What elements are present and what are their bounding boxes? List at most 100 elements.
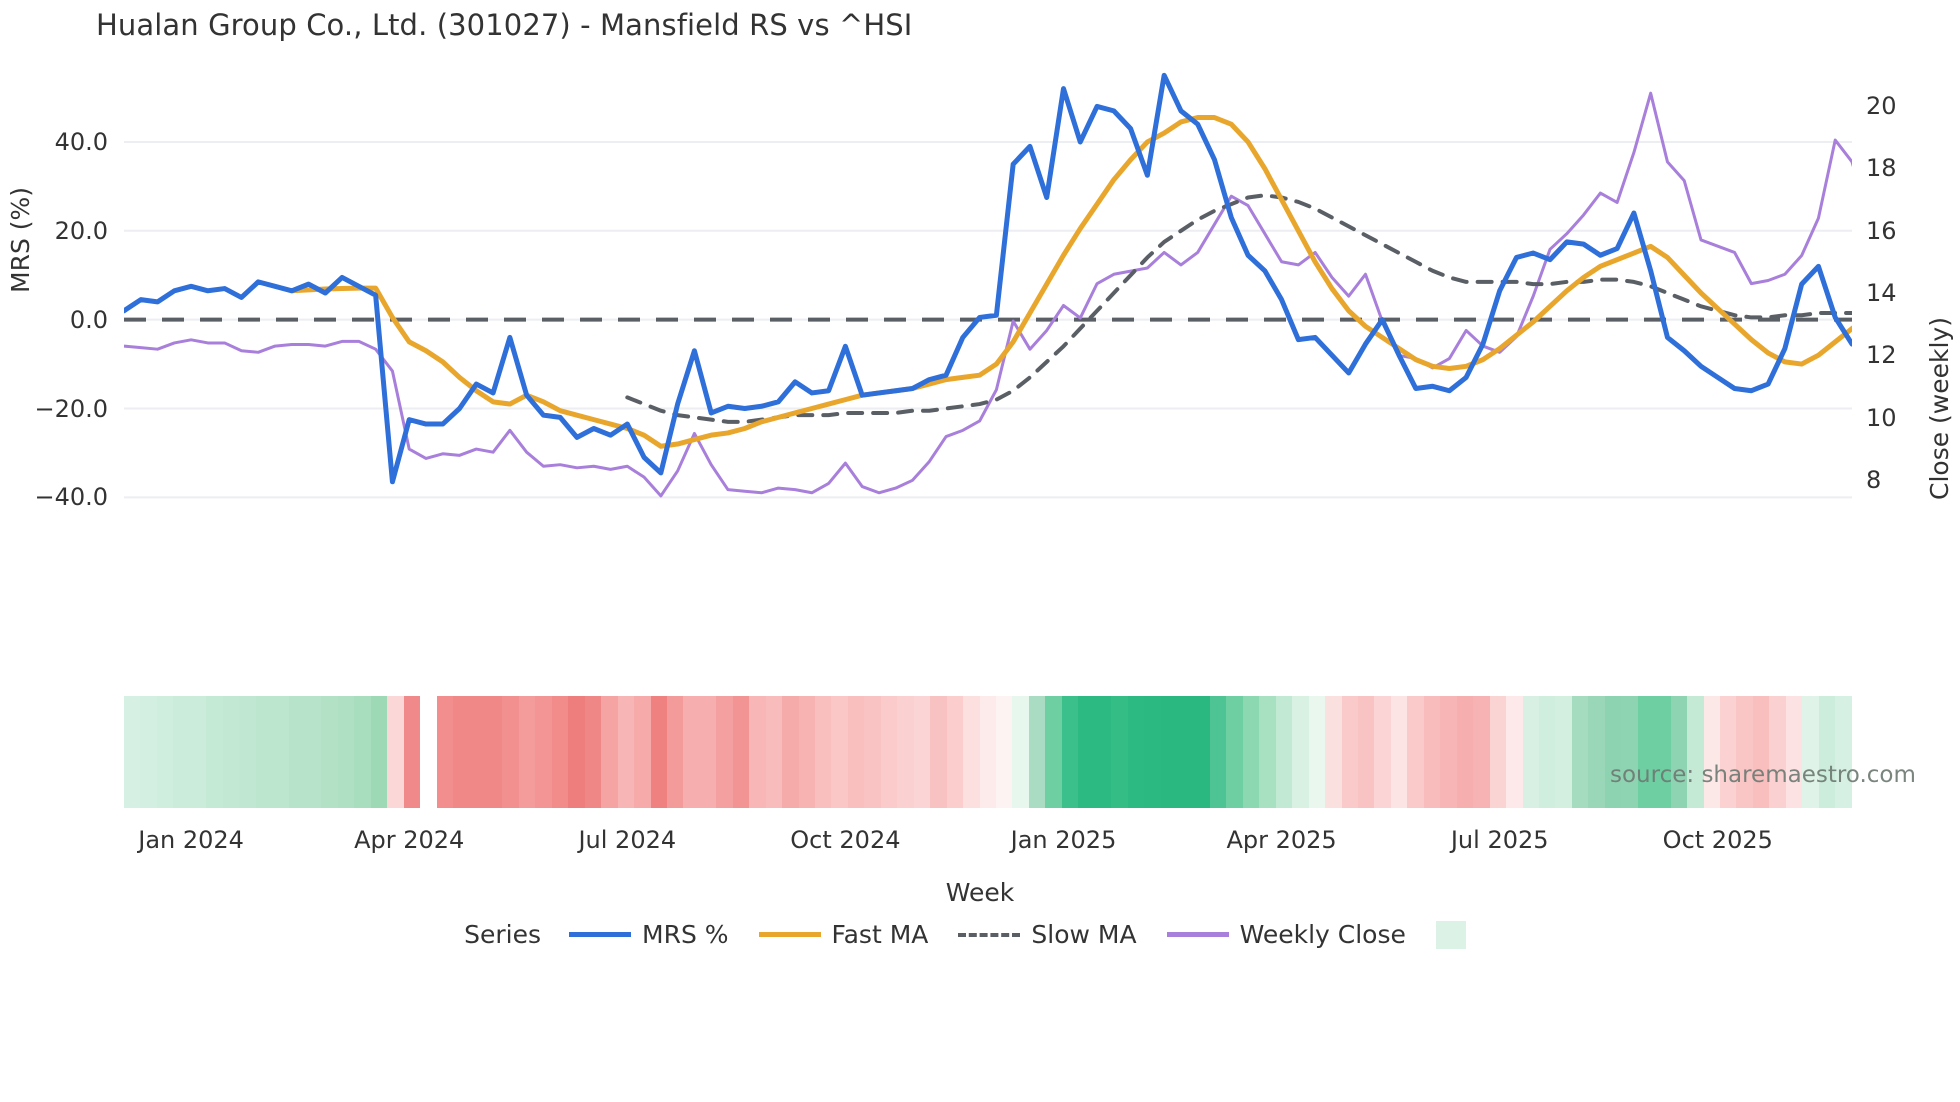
heatmap-cell (1473, 696, 1490, 808)
heatmap-cell (732, 696, 750, 808)
legend-item[interactable]: Slow MA (958, 920, 1137, 949)
legend-swatch-line (569, 932, 632, 937)
heatmap-cell (1177, 696, 1194, 808)
heatmap-cell (963, 696, 980, 808)
heatmap-cell (1522, 696, 1539, 808)
legend-item-label: Weekly Close (1239, 920, 1406, 949)
heatmap-cell (699, 696, 717, 808)
heatmap-cell (1621, 696, 1638, 808)
heatmap-cell (897, 696, 914, 808)
heatmap-cell (1078, 696, 1095, 808)
heatmap-cell (387, 696, 404, 808)
legend-item[interactable]: Weekly Close (1166, 920, 1406, 949)
heatmap-cell (1061, 696, 1079, 808)
heatmap-cell (584, 696, 602, 808)
heatmap-cell (880, 696, 898, 808)
heatmap-cell (815, 696, 832, 808)
legend-swatch-box (1435, 920, 1466, 949)
legend-item[interactable] (1435, 920, 1466, 949)
heatmap-cell (222, 696, 240, 808)
y-axis-right-label: Close (weekly) (1925, 317, 1954, 500)
heatmap-cell (502, 696, 519, 808)
heatmap-cell (1670, 696, 1688, 808)
source-watermark: source: sharemaestro.com (1610, 762, 1916, 788)
heatmap-cell (1423, 696, 1441, 808)
legend-swatch-line (958, 932, 1021, 937)
heatmap-cell (979, 696, 997, 808)
heatmap-cell (255, 696, 273, 808)
heatmap-cell (1275, 696, 1293, 808)
heatmap-cell (1292, 696, 1309, 808)
x-axis-tick: Oct 2025 (1662, 826, 1773, 854)
y-axis-right-tick: 10 (1866, 403, 1897, 432)
heatmap-cell (1045, 696, 1062, 808)
y-axis-left-tick: 20.0 (54, 216, 108, 245)
heatmap-cell (666, 696, 684, 808)
heatmap-cell (206, 696, 223, 808)
heatmap-cell (996, 696, 1013, 808)
heatmap-cell (601, 696, 618, 808)
heatmap-cell (304, 696, 322, 808)
heatmap-cell (1193, 696, 1210, 808)
heatmap-cell (156, 696, 174, 808)
heatmap-cell (1144, 696, 1161, 808)
heatmap-cell (1654, 696, 1671, 808)
heatmap-cell (1012, 696, 1029, 808)
heatmap-cell (1604, 696, 1622, 808)
x-axis-tick: Apr 2024 (354, 826, 465, 854)
heatmap-cell (124, 696, 141, 808)
series-line-slow-ma (625, 193, 1852, 424)
heatmap-cell (1094, 696, 1112, 808)
heatmap-cell (782, 696, 799, 808)
heatmap-cell (1407, 696, 1424, 808)
heatmap-cell (1390, 696, 1408, 808)
series-line-mrs (124, 72, 1852, 485)
heatmap-cell (1325, 696, 1342, 808)
heatmap-cell (551, 696, 569, 808)
legend-item[interactable]: Fast MA (758, 920, 928, 949)
x-axis-tick: Jan 2025 (1010, 826, 1117, 854)
heatmap-cell (798, 696, 816, 808)
heatmap-cell (1687, 696, 1704, 808)
heatmap-cell (749, 696, 766, 808)
heatmap-cell (518, 696, 536, 808)
legend-item[interactable]: MRS % (569, 920, 729, 949)
heatmap-cell (1209, 696, 1227, 808)
page-title: Hualan Group Co., Ltd. (301027) - Mansfi… (96, 8, 913, 42)
heatmap-cell (1374, 696, 1391, 808)
heatmap-cell (1506, 696, 1523, 808)
x-axis-tick: Apr 2025 (1226, 826, 1337, 854)
heatmap-cell (1555, 696, 1572, 808)
heatmap-cell (1703, 696, 1720, 808)
y-axis-right-tick: 18 (1866, 154, 1897, 183)
heatmap-cell (930, 696, 947, 808)
heatmap-cell (1802, 696, 1819, 808)
heatmap-cell (1769, 696, 1786, 808)
y-axis-left-tick: −40.0 (34, 483, 108, 512)
heatmap-cell (1242, 696, 1260, 808)
heatmap-cell (1571, 696, 1589, 808)
heatmap-cell (1111, 696, 1128, 808)
heatmap-cell (1752, 696, 1770, 808)
heatmap-cell (1160, 696, 1177, 808)
legend-item-label: Slow MA (1031, 920, 1137, 949)
heatmap-cell (1028, 696, 1046, 808)
heatmap-cell (189, 696, 207, 808)
legend-item-label: MRS % (642, 920, 729, 949)
heatmap-cell (1489, 696, 1507, 808)
heatmap-cell (650, 696, 667, 808)
x-axis-tick: Jul 2024 (578, 826, 677, 854)
heatmap-cell (1259, 696, 1276, 808)
heatmap-cell (1440, 696, 1457, 808)
y-axis-right-tick: 20 (1866, 91, 1897, 120)
x-axis-label: Week (945, 878, 1015, 907)
plot-area (124, 62, 1852, 524)
heatmap-cell (716, 696, 733, 808)
heatmap-cell (1341, 696, 1358, 808)
y-axis-left-label: MRS (%) (6, 186, 35, 293)
heatmap-cell (140, 696, 157, 808)
heatmap-cell (354, 696, 371, 808)
heatmap-cell (1637, 696, 1655, 808)
series-line-weekly-close (124, 91, 1852, 498)
